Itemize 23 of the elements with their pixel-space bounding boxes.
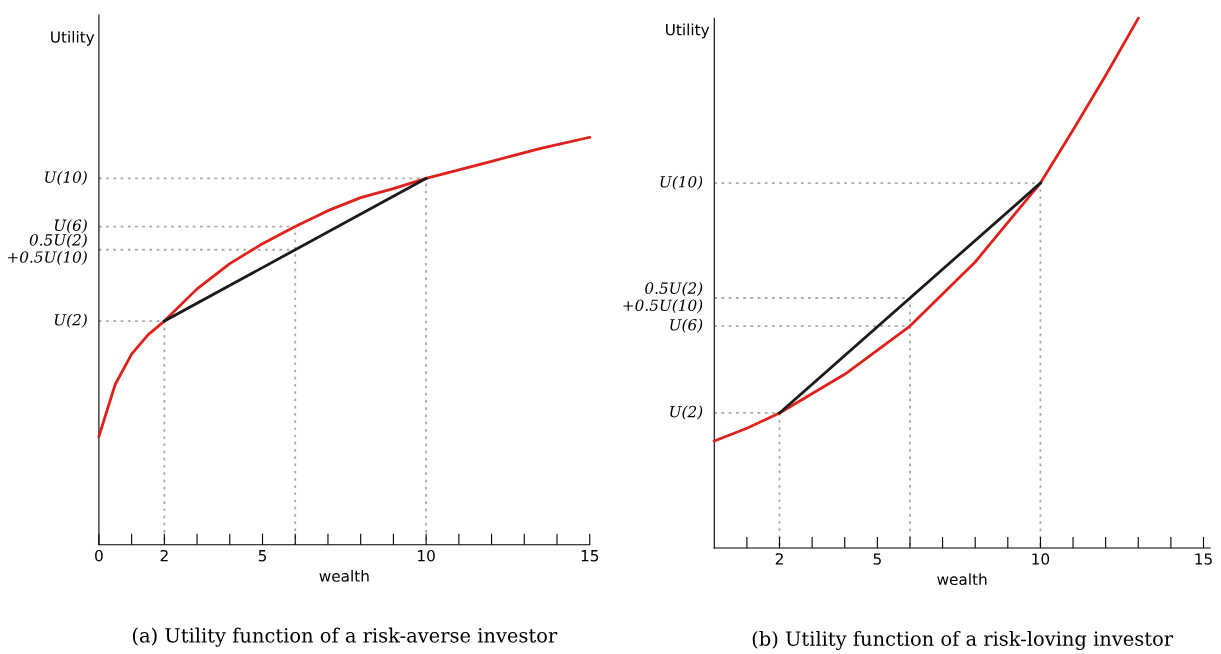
series-label: 0.5U(2) +0.5U(10) <box>8 233 87 265</box>
y-axis-title: Utility <box>51 30 95 46</box>
x-tick-label: 5 <box>258 550 267 562</box>
x-tick-label: 5 <box>873 553 881 565</box>
text: (b) Utility function of a risk-loving investor <box>752 630 1174 650</box>
x-tick-label: 2 <box>160 549 168 562</box>
x-tick-label: 2 <box>775 553 783 565</box>
x-tick-label: 10 <box>418 549 435 562</box>
x-axis-title: wealth <box>319 569 369 582</box>
y-axis-title: Utility <box>666 23 710 39</box>
series-label: U(6) <box>670 318 703 333</box>
x-tick-label: 15 <box>581 550 599 562</box>
series-label: U(2) <box>670 405 703 420</box>
x-tick-label: 10 <box>1032 553 1050 565</box>
series-label: 0.5U(2) +0.5U(10) <box>623 282 703 314</box>
series-label: U(2) <box>54 313 87 328</box>
series-label: U(10) <box>45 171 87 186</box>
series-label: U(6) <box>54 219 87 234</box>
series-label: U(10) <box>660 175 703 190</box>
x-tick-label: 15 <box>1195 553 1212 565</box>
x-tick-label: 0 <box>95 549 103 562</box>
text: (a) Utility function of a risk-averse investor <box>132 627 558 647</box>
x-axis-title: wealth <box>937 573 987 586</box>
